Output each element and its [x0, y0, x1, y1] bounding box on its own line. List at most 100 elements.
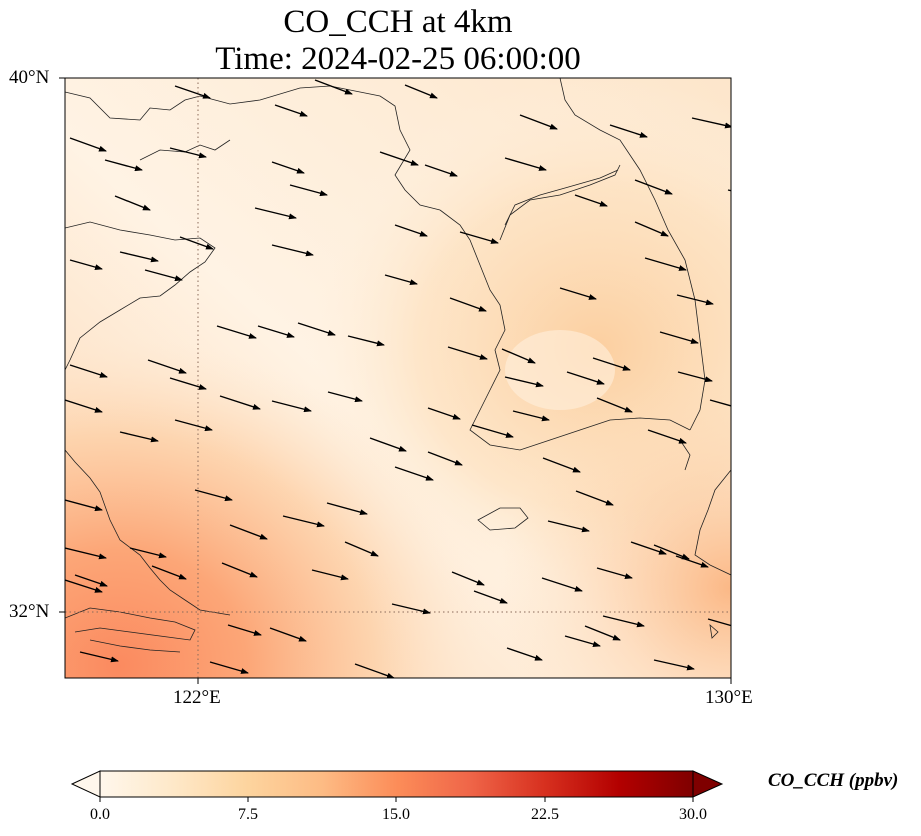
wind-arrow — [506, 647, 543, 661]
wind-arrow — [564, 635, 601, 647]
wind-arrow — [65, 399, 103, 413]
wind-arrow — [194, 489, 233, 502]
x-tick-122e: 122°E — [173, 687, 221, 708]
wind-arrow — [344, 541, 379, 557]
wind-arrow — [216, 325, 257, 339]
wind-vectors — [65, 79, 731, 678]
coastlines — [65, 78, 731, 653]
axis-ticks — [59, 77, 732, 684]
wind-arrow — [169, 147, 207, 159]
wind-arrow — [119, 431, 159, 443]
wind-arrow — [675, 555, 709, 568]
wind-arrow — [297, 322, 336, 336]
wind-arrow — [541, 577, 583, 592]
wind-arrow — [659, 331, 699, 344]
wind-arrow — [311, 569, 349, 581]
wind-arrow — [65, 499, 103, 512]
wind-arrow — [596, 567, 633, 579]
wind-arrow — [677, 371, 713, 383]
wind-arrow — [271, 244, 314, 257]
wind-arrow — [327, 391, 363, 403]
y-tick-40n: 40°N — [9, 67, 50, 88]
wind-arrow — [227, 624, 262, 636]
wind-arrow — [504, 376, 544, 388]
colorbar-gradient — [99, 770, 694, 798]
wind-arrow — [424, 164, 458, 177]
wind-arrow — [169, 377, 207, 390]
wind-arrow — [427, 451, 463, 466]
wind-arrow — [391, 603, 431, 615]
wind-arrow — [151, 565, 187, 580]
wind-arrow — [404, 84, 438, 99]
wind-arrow — [630, 541, 667, 555]
wind-arrow — [147, 359, 187, 374]
colorbar-tick-1: 7.5 — [238, 806, 258, 823]
wind-arrow — [65, 579, 103, 593]
wind-arrow — [119, 251, 159, 263]
wind-arrow — [634, 179, 673, 195]
wind-arrow — [691, 117, 731, 129]
wind-arrow — [394, 224, 428, 237]
wind-arrow — [653, 659, 695, 671]
wind-arrow — [282, 515, 325, 528]
gridlines — [65, 78, 731, 678]
wind-arrow — [727, 189, 731, 192]
wind-arrow — [69, 364, 108, 378]
wind-arrow — [519, 114, 558, 130]
wind-arrow — [174, 85, 211, 99]
wind-arrow — [644, 257, 687, 271]
wind-arrow — [129, 547, 167, 559]
wind-arrow — [653, 544, 690, 560]
wind-arrow — [512, 410, 550, 422]
wind-arrow — [144, 269, 183, 282]
wind-arrow — [379, 151, 419, 166]
colorbar-tick-4: 30.0 — [679, 806, 707, 823]
wind-arrow — [471, 424, 514, 438]
wind-arrow — [596, 397, 633, 413]
wind-arrow — [504, 157, 547, 171]
wind-arrow — [501, 348, 536, 364]
wind-arrow — [369, 437, 407, 452]
wind-arrow — [229, 524, 268, 540]
wind-arrow — [707, 618, 731, 627]
wind-arrow — [221, 562, 258, 578]
wind-arrow — [459, 231, 499, 244]
wind-arrow — [449, 297, 487, 312]
x-tick-130e: 130°E — [705, 687, 753, 708]
wind-arrow — [274, 104, 308, 117]
colorbar — [70, 770, 724, 802]
wind-arrow — [609, 124, 648, 138]
concentration-field — [65, 78, 731, 678]
colorbar-tick-3: 22.5 — [531, 806, 559, 823]
colorbar-extend-max — [692, 770, 724, 798]
wind-arrow — [676, 294, 714, 306]
wind-arrow — [74, 574, 108, 587]
map-frame — [64, 77, 732, 679]
wind-arrow — [289, 184, 328, 197]
wind-arrow — [65, 547, 107, 560]
wind-arrow — [269, 627, 307, 642]
y-tick-32n: 32°N — [9, 601, 50, 622]
wind-arrow — [79, 651, 119, 663]
wind-arrow — [271, 400, 312, 413]
wind-arrow — [69, 259, 103, 270]
wind-arrow — [709, 399, 731, 407]
wind-arrow — [584, 625, 621, 641]
wind-arrow — [566, 371, 605, 385]
wind-arrow — [547, 520, 590, 533]
colorbar-tick-0: 0.0 — [90, 806, 110, 823]
wind-arrow — [451, 571, 485, 586]
wind-arrow — [473, 590, 508, 604]
wind-arrow — [209, 661, 249, 674]
wind-arrow — [542, 457, 581, 473]
plot-title-line1: CO_CCH at 4km — [283, 4, 513, 40]
wind-arrow — [254, 207, 297, 220]
wind-arrow — [447, 346, 488, 360]
wind-arrow — [271, 161, 305, 174]
wind-arrow — [314, 79, 353, 95]
colorbar-extend-min — [70, 770, 101, 798]
wind-arrow — [394, 466, 434, 481]
wind-arrow — [559, 287, 597, 300]
wind-arrow — [69, 137, 107, 152]
